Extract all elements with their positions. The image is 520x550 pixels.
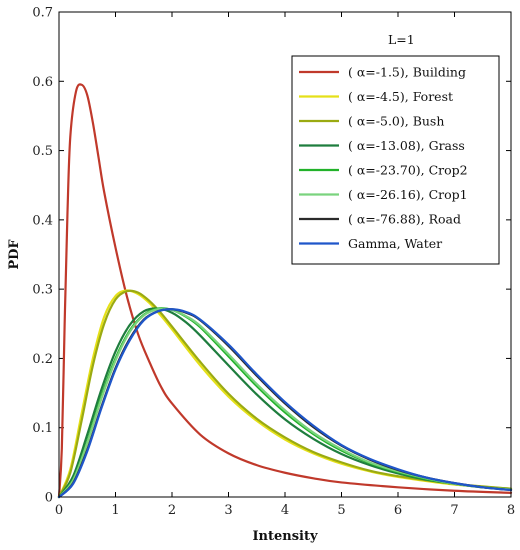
x-tick-label: 3 <box>224 503 232 518</box>
y-tick-label: 0.7 <box>32 6 53 21</box>
series-line-5-0-bush <box>57 289 513 499</box>
x-tick-label: 5 <box>337 503 345 518</box>
x-axis-title: Intensity <box>252 529 318 544</box>
legend-item: ( α=-5.0), Bush <box>299 114 444 129</box>
series-line-4-5-forest <box>57 289 513 499</box>
y-tick-label: 0 <box>45 491 53 506</box>
y-axis-title: PDF <box>7 239 22 270</box>
legend-title: L=1 <box>388 32 415 47</box>
legend-label: ( α=-5.0), Bush <box>348 114 444 129</box>
plot-frame <box>58 11 512 498</box>
y-tick-label: 0.2 <box>32 352 53 367</box>
x-tick-label: 7 <box>450 503 458 518</box>
x-tick-label: 1 <box>111 503 119 518</box>
legend-item: ( α=-1.5), Building <box>299 65 466 80</box>
y-tick-label: 0.4 <box>32 213 53 228</box>
legend-label: ( α=-13.08), Grass <box>348 138 465 153</box>
y-tick-label: 0.6 <box>32 75 53 90</box>
x-tick-label: 6 <box>394 503 402 518</box>
series-line-1-5-building <box>57 83 513 499</box>
x-tick-label: 4 <box>281 503 289 518</box>
legend-label: ( α=-76.88), Road <box>348 212 461 227</box>
series-layer <box>57 83 513 499</box>
legend-label: ( α=-1.5), Building <box>348 65 466 80</box>
legend-label: ( α=-4.5), Forest <box>348 89 453 104</box>
y-tick-label: 0.5 <box>32 144 53 159</box>
legend-item: Gamma, Water <box>299 236 442 251</box>
x-tick-label: 8 <box>507 503 515 518</box>
legend-label: Gamma, Water <box>348 236 442 251</box>
legend-item: ( α=-13.08), Grass <box>299 138 465 153</box>
series-line-gamma-water <box>57 308 513 499</box>
legend-items: ( α=-1.5), Building ( α=-4.5), Forest ( α=… <box>299 65 468 251</box>
y-tick-label: 0.1 <box>32 421 53 436</box>
legend-item: ( α=-26.16), Crop1 <box>299 187 468 202</box>
legend-label: ( α=-26.16), Crop1 <box>348 187 468 202</box>
legend-item: ( α=-4.5), Forest <box>299 89 453 104</box>
legend-label: ( α=-23.70), Crop2 <box>348 163 468 178</box>
legend: L=1 ( α=-1.5), Building ( α=-4.5), Forest… <box>291 32 500 265</box>
legend-box <box>291 55 500 265</box>
x-tick-label: 2 <box>168 503 176 518</box>
legend-item: ( α=-76.88), Road <box>299 212 461 227</box>
y-tick-label: 0.3 <box>32 283 53 298</box>
x-tick-label: 0 <box>55 503 63 518</box>
legend-item: ( α=-23.70), Crop2 <box>299 163 468 178</box>
